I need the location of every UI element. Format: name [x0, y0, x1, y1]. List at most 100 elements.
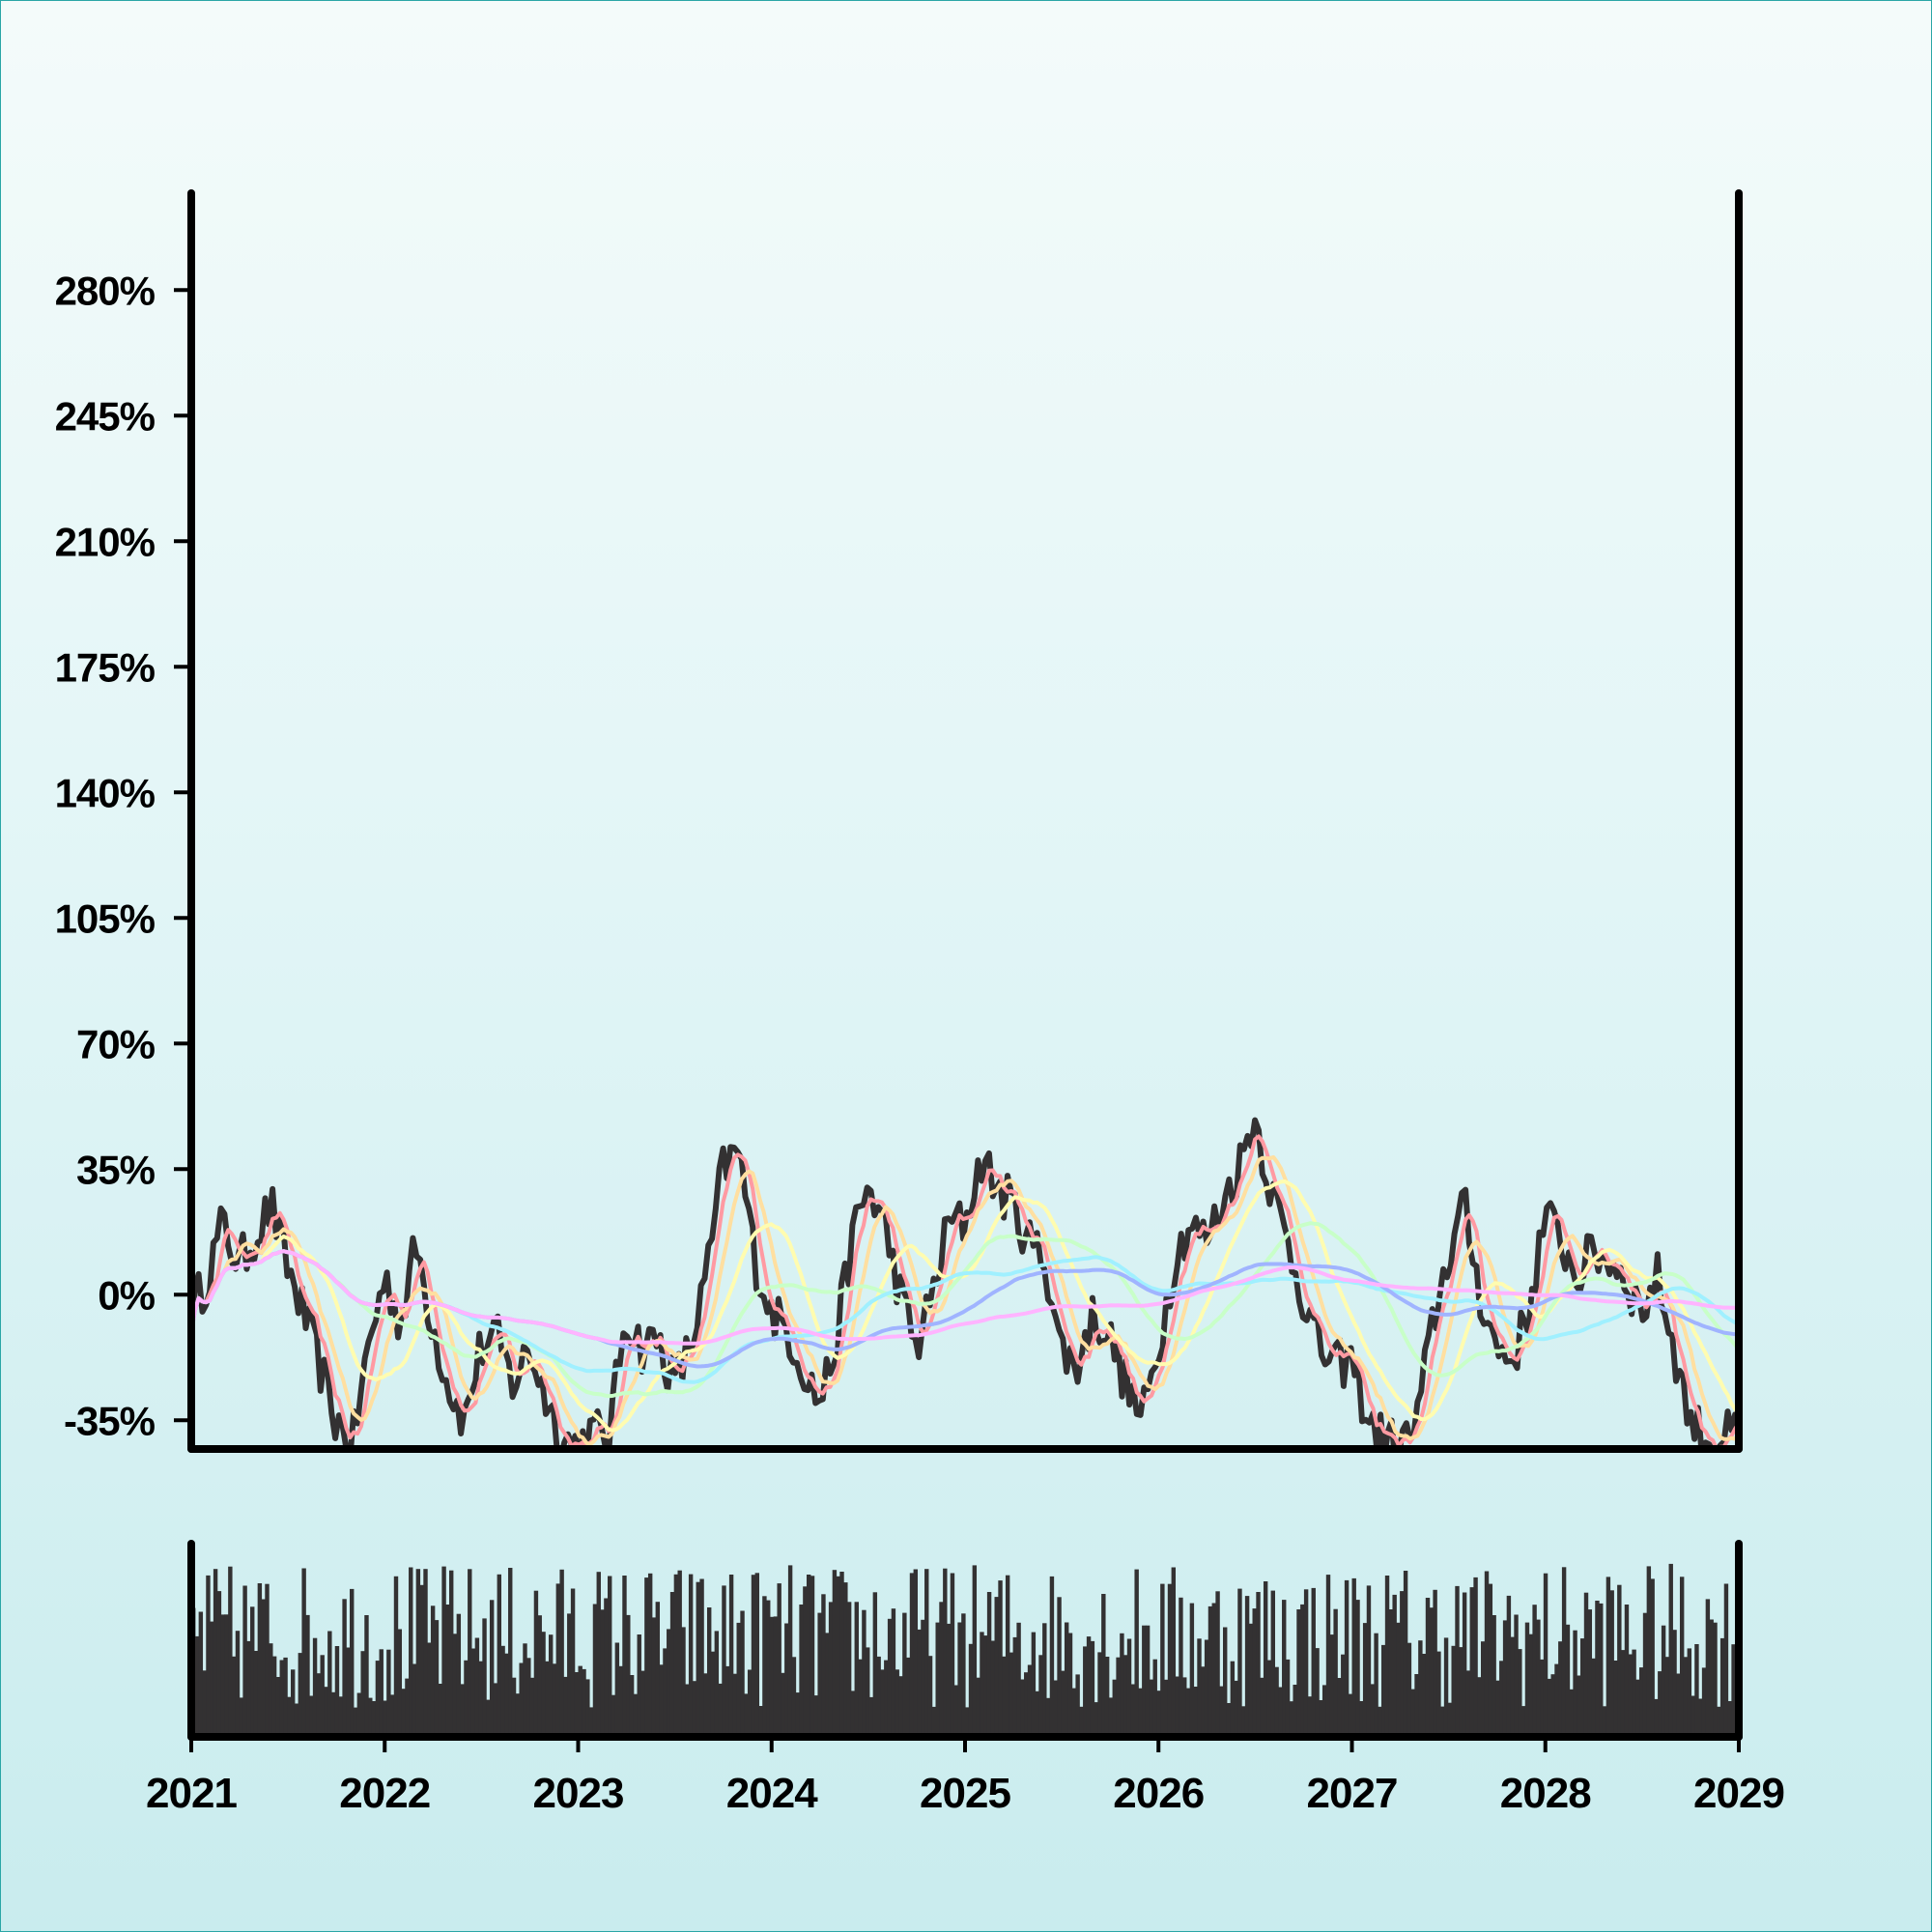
volume-bar	[567, 1613, 572, 1737]
volume-bar	[659, 1664, 664, 1737]
volume-bar	[614, 1642, 620, 1737]
volume-bar	[445, 1605, 450, 1737]
volume-bar	[1661, 1625, 1666, 1737]
volume-bar	[681, 1627, 686, 1737]
volume-bar	[1518, 1649, 1522, 1737]
volume-bar	[1719, 1637, 1725, 1737]
volume-bar	[470, 1648, 476, 1737]
volume-bar	[386, 1649, 391, 1737]
volume-bar	[1520, 1706, 1526, 1737]
volume-bar	[235, 1631, 241, 1737]
y-tick-label: 35%	[76, 1147, 156, 1192]
volume-bar	[330, 1691, 336, 1737]
volume-bar	[747, 1669, 753, 1737]
volume-bar	[1002, 1656, 1007, 1737]
volume-bar	[1142, 1625, 1147, 1737]
volume-bar	[1057, 1597, 1062, 1737]
x-tick-label: 2028	[1500, 1770, 1591, 1817]
volume-bar	[353, 1707, 358, 1737]
y-tick-label: 245%	[55, 393, 156, 439]
volume-bar	[423, 1569, 428, 1737]
volume-bar	[1543, 1573, 1548, 1737]
volume-bar	[1654, 1698, 1659, 1737]
volume-bar	[1484, 1571, 1490, 1737]
volume-bar	[872, 1592, 878, 1737]
volume-bar	[769, 1616, 775, 1737]
volume-bar	[1639, 1667, 1644, 1737]
volume-bar	[994, 1597, 999, 1737]
volume-bar	[1156, 1690, 1161, 1737]
volume-bar	[1123, 1655, 1128, 1737]
volume-bar	[1587, 1609, 1593, 1737]
volume-bar	[464, 1660, 469, 1737]
volume-bar	[1429, 1607, 1435, 1737]
volume-bar	[271, 1656, 277, 1737]
volume-bar	[1344, 1579, 1350, 1737]
volume-bar	[1104, 1657, 1110, 1737]
volume-bar	[1400, 1591, 1405, 1737]
volume-bar	[1701, 1667, 1707, 1737]
volume-bar	[1635, 1679, 1640, 1737]
volume-bar	[773, 1616, 779, 1737]
x-tick-label: 2026	[1113, 1770, 1204, 1817]
volume-bar	[839, 1572, 844, 1737]
volume-bar	[265, 1583, 270, 1737]
volume-bar	[1632, 1649, 1636, 1737]
volume-bar	[1451, 1645, 1456, 1737]
volume-bar	[714, 1631, 720, 1737]
volume-bar	[622, 1576, 627, 1737]
volume-bar	[1550, 1674, 1555, 1737]
volume-bar	[604, 1598, 609, 1737]
volume-bar	[1481, 1641, 1486, 1737]
volume-bar	[1462, 1592, 1467, 1737]
volume-bar	[980, 1632, 984, 1737]
volume-bar	[876, 1656, 881, 1737]
volume-bar	[1182, 1677, 1187, 1737]
volume-bar	[895, 1669, 899, 1737]
volume-bar	[1591, 1658, 1596, 1737]
volume-bar	[220, 1614, 225, 1737]
volume-bar	[1540, 1659, 1545, 1737]
volume-bar	[1410, 1689, 1415, 1737]
volume-bar	[1012, 1636, 1017, 1737]
volume-bar	[1362, 1623, 1368, 1737]
volume-bar	[519, 1662, 524, 1737]
volume-bar	[1602, 1706, 1607, 1737]
volume-bar	[795, 1692, 800, 1737]
volume-bar	[1359, 1701, 1364, 1737]
volume-bar	[1492, 1615, 1496, 1737]
volume-bar	[578, 1665, 582, 1737]
volume-bar	[1727, 1701, 1732, 1737]
volume-bar	[1045, 1697, 1051, 1737]
volume-bar	[1495, 1680, 1500, 1737]
volume-bar	[758, 1706, 763, 1737]
volume-bar	[655, 1602, 661, 1737]
volume-bar	[887, 1618, 893, 1737]
volume-bar	[1524, 1622, 1530, 1737]
volume-bar	[1440, 1706, 1445, 1737]
volume-bar	[1208, 1605, 1213, 1737]
volume-bar	[677, 1570, 682, 1737]
volume-bar	[710, 1651, 716, 1737]
volume-bar	[1646, 1566, 1652, 1737]
volume-bar	[1145, 1625, 1151, 1737]
x-tick-label: 2027	[1307, 1770, 1398, 1817]
volume-bar	[515, 1693, 521, 1737]
tick-labels: -35% 0% 35% 70% 105% 140% 175% 210% 245% 280% 2021…	[55, 268, 1785, 1817]
volume-bar	[1035, 1690, 1039, 1737]
volume-bar	[1459, 1647, 1463, 1737]
volume-bar	[283, 1657, 288, 1737]
volume-bar	[405, 1678, 410, 1737]
volume-bar	[810, 1576, 815, 1737]
volume-bar	[1167, 1583, 1173, 1737]
volume-bar	[939, 1602, 944, 1737]
volume-bar	[529, 1677, 535, 1737]
volume-bar	[545, 1661, 550, 1737]
volume-bar	[924, 1569, 929, 1737]
volume-bar	[986, 1592, 992, 1737]
volume-bar	[279, 1660, 284, 1737]
volume-bar	[224, 1614, 229, 1737]
volume-bar	[1075, 1674, 1080, 1737]
volume-bar	[972, 1565, 978, 1737]
volume-bar	[257, 1583, 263, 1737]
